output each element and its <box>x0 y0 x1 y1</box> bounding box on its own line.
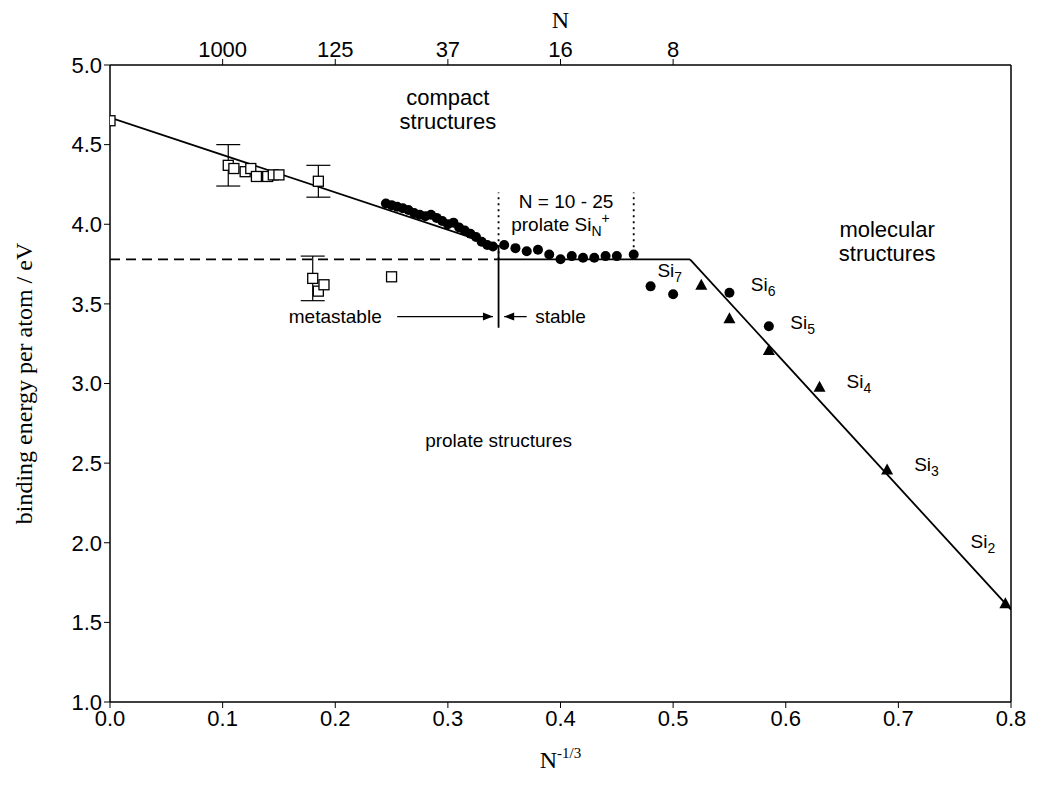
svg-text:N = 10 - 25: N = 10 - 25 <box>519 191 614 212</box>
svg-text:Si6: Si6 <box>751 274 776 299</box>
svg-text:prolate SiN+: prolate SiN+ <box>511 210 610 239</box>
svg-text:16: 16 <box>548 37 572 62</box>
svg-text:N: N <box>552 7 569 33</box>
svg-text:0.5: 0.5 <box>658 706 689 731</box>
svg-text:prolate structures: prolate structures <box>425 430 572 451</box>
svg-text:Si2: Si2 <box>970 531 995 556</box>
svg-text:0.0: 0.0 <box>94 705 126 731</box>
svg-text:37: 37 <box>436 37 460 62</box>
svg-text:0.1: 0.1 <box>207 706 238 731</box>
svg-text:1.0: 1.0 <box>71 690 102 715</box>
svg-text:0.4: 0.4 <box>545 706 576 731</box>
svg-text:stable: stable <box>535 306 586 327</box>
svg-text:binding energy per atom / eV: binding energy per atom / eV <box>11 242 37 524</box>
svg-text:molecularstructures: molecularstructures <box>839 217 936 266</box>
svg-text:3.0: 3.0 <box>71 371 102 396</box>
svg-text:0.6: 0.6 <box>770 706 801 731</box>
svg-text:4.5: 4.5 <box>71 132 102 157</box>
svg-text:3.5: 3.5 <box>71 292 102 317</box>
svg-text:N-1/3: N-1/3 <box>540 745 582 773</box>
svg-text:0.3: 0.3 <box>433 706 464 731</box>
svg-text:Si5: Si5 <box>790 312 815 337</box>
svg-text:4.0: 4.0 <box>71 212 102 237</box>
svg-text:2.0: 2.0 <box>71 531 102 556</box>
svg-text:0.2: 0.2 <box>320 706 351 731</box>
svg-text:5.0: 5.0 <box>71 53 102 78</box>
svg-text:8: 8 <box>667 37 679 62</box>
svg-text:2.5: 2.5 <box>71 451 102 476</box>
svg-text:Si3: Si3 <box>914 454 939 479</box>
svg-text:metastable: metastable <box>289 306 382 327</box>
svg-text:0.7: 0.7 <box>883 706 914 731</box>
svg-text:1000: 1000 <box>198 37 247 62</box>
svg-text:0.8: 0.8 <box>996 706 1027 731</box>
svg-text:Si4: Si4 <box>847 371 872 396</box>
svg-text:1.5: 1.5 <box>71 610 102 635</box>
svg-text:compactstructures: compactstructures <box>400 85 497 134</box>
svg-text:Si7: Si7 <box>657 260 682 285</box>
svg-text:125: 125 <box>317 37 354 62</box>
